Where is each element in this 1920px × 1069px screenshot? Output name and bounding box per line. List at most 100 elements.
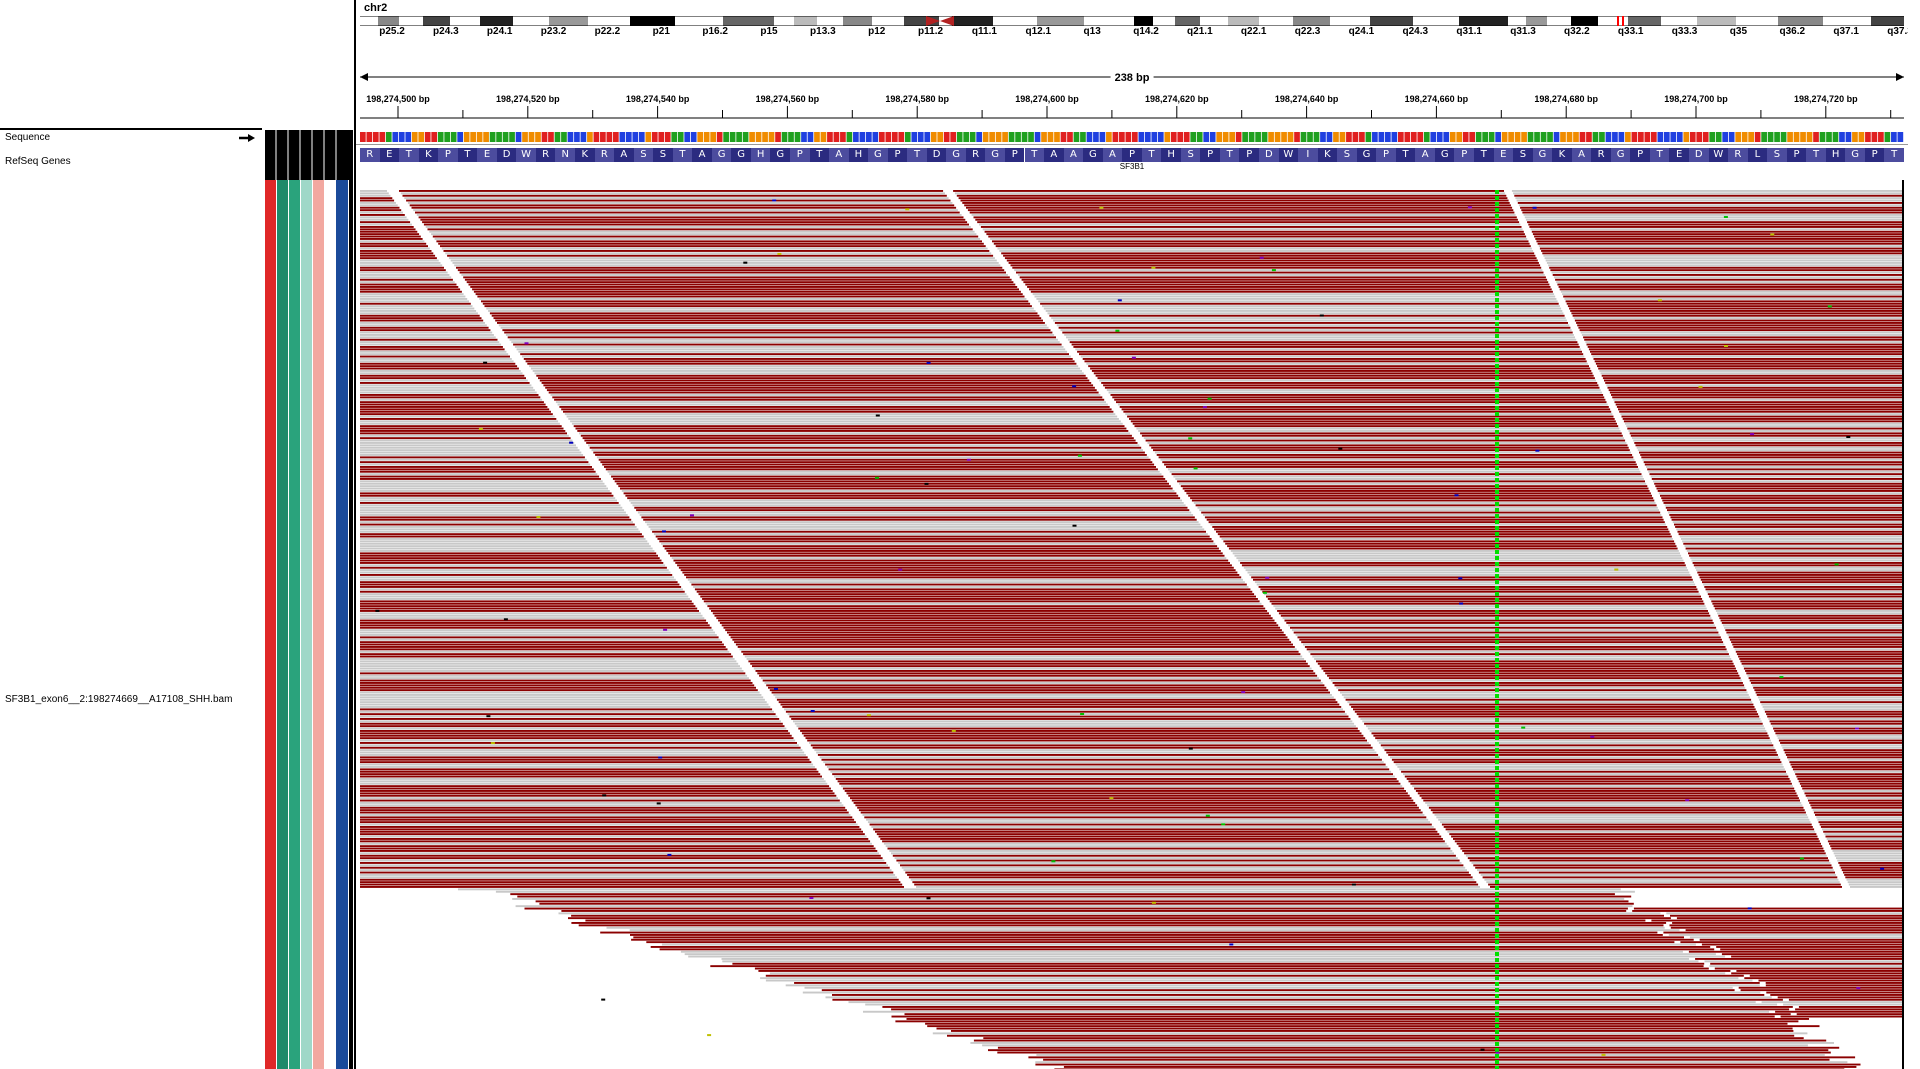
strand-arrow-icon[interactable] xyxy=(238,133,256,143)
read[interactable] xyxy=(1564,298,1904,300)
read[interactable] xyxy=(825,996,1772,999)
read[interactable] xyxy=(360,782,828,785)
variant-mismatch[interactable] xyxy=(1495,736,1499,740)
read[interactable] xyxy=(687,578,1243,581)
read[interactable] xyxy=(1698,574,1905,576)
read[interactable] xyxy=(360,694,762,696)
read[interactable] xyxy=(1401,770,1786,773)
read[interactable] xyxy=(1630,434,1904,437)
read[interactable] xyxy=(360,722,783,725)
read[interactable] xyxy=(979,223,1521,226)
read[interactable] xyxy=(1058,326,1571,329)
read[interactable] xyxy=(1783,749,1904,752)
mismatch-base[interactable] xyxy=(1747,907,1752,910)
read[interactable] xyxy=(794,982,1760,984)
read[interactable] xyxy=(1815,814,1904,816)
read[interactable] xyxy=(1325,672,1739,675)
read[interactable] xyxy=(1761,703,1904,706)
read[interactable] xyxy=(360,259,439,262)
read[interactable] xyxy=(360,266,444,269)
read[interactable] xyxy=(1598,367,1904,370)
read[interactable] xyxy=(595,454,1147,456)
variant-mismatch[interactable] xyxy=(1495,922,1499,926)
read[interactable] xyxy=(746,658,1305,660)
read[interactable] xyxy=(1677,530,1905,533)
read[interactable] xyxy=(769,689,1329,692)
read[interactable] xyxy=(739,648,1297,651)
read[interactable] xyxy=(360,271,448,274)
read[interactable] xyxy=(1767,715,1904,718)
read[interactable] xyxy=(360,470,596,473)
read[interactable] xyxy=(360,451,582,454)
variant-mismatch[interactable] xyxy=(1495,988,1499,992)
read[interactable] xyxy=(1846,878,1905,881)
read[interactable] xyxy=(360,374,525,377)
read[interactable] xyxy=(1191,499,1655,502)
read[interactable] xyxy=(671,557,1227,560)
read[interactable] xyxy=(1680,941,1904,944)
read[interactable] xyxy=(1340,691,1748,694)
read[interactable] xyxy=(360,506,623,509)
read[interactable] xyxy=(422,221,968,224)
variant-mismatch[interactable] xyxy=(1495,238,1499,242)
read[interactable] xyxy=(1625,422,1904,425)
read[interactable] xyxy=(415,211,960,214)
mismatch-base[interactable] xyxy=(1207,397,1212,400)
read[interactable] xyxy=(520,353,1069,356)
read[interactable] xyxy=(360,302,471,305)
variant-mismatch[interactable] xyxy=(1495,328,1499,332)
read[interactable] xyxy=(360,442,575,444)
variant-mismatch[interactable] xyxy=(1495,928,1499,932)
variant-mismatch[interactable] xyxy=(1495,712,1499,716)
read[interactable] xyxy=(360,353,509,356)
read[interactable] xyxy=(1001,252,1535,255)
read[interactable] xyxy=(1347,701,1753,704)
read[interactable] xyxy=(1016,271,1544,274)
read[interactable] xyxy=(1615,403,1904,406)
read[interactable] xyxy=(1794,770,1904,773)
read[interactable] xyxy=(1421,797,1799,800)
read[interactable] xyxy=(1125,413,1613,416)
read[interactable] xyxy=(1393,761,1782,764)
variant-mismatch[interactable] xyxy=(1495,1048,1499,1052)
read[interactable] xyxy=(1253,578,1693,581)
mismatch-base[interactable] xyxy=(1077,454,1082,457)
read[interactable] xyxy=(360,310,477,312)
read[interactable] xyxy=(360,720,781,723)
read[interactable] xyxy=(982,1044,1808,1047)
read[interactable] xyxy=(360,336,496,339)
read[interactable] xyxy=(1371,732,1768,735)
read[interactable] xyxy=(593,451,1145,454)
read[interactable] xyxy=(500,326,1049,329)
mismatch-base[interactable] xyxy=(483,361,488,364)
read[interactable] xyxy=(1432,811,1806,814)
read[interactable] xyxy=(1079,353,1584,356)
read[interactable] xyxy=(1845,876,1904,879)
read[interactable] xyxy=(1151,446,1629,449)
read[interactable] xyxy=(360,456,585,459)
read[interactable] xyxy=(1785,754,1904,756)
read[interactable] xyxy=(1071,343,1579,346)
read[interactable] xyxy=(360,816,853,819)
variant-mismatch[interactable] xyxy=(1495,502,1499,506)
read[interactable] xyxy=(1271,602,1705,605)
read[interactable] xyxy=(754,967,1709,970)
read[interactable] xyxy=(1245,569,1689,572)
read[interactable] xyxy=(360,758,810,761)
read[interactable] xyxy=(743,653,1301,656)
read[interactable] xyxy=(1397,766,1784,768)
read[interactable] xyxy=(413,209,958,212)
read[interactable] xyxy=(360,319,484,322)
read[interactable] xyxy=(936,1027,1793,1030)
read[interactable] xyxy=(504,331,1053,334)
mismatch-base[interactable] xyxy=(772,199,777,202)
variant-mismatch[interactable] xyxy=(1495,634,1499,638)
read[interactable] xyxy=(1749,974,1904,977)
read[interactable] xyxy=(360,394,539,396)
variant-mismatch[interactable] xyxy=(1495,910,1499,914)
read[interactable] xyxy=(1356,713,1759,716)
read[interactable] xyxy=(1490,886,1842,888)
read[interactable] xyxy=(891,1008,1790,1011)
read[interactable] xyxy=(693,586,1249,588)
read[interactable] xyxy=(1415,790,1796,792)
